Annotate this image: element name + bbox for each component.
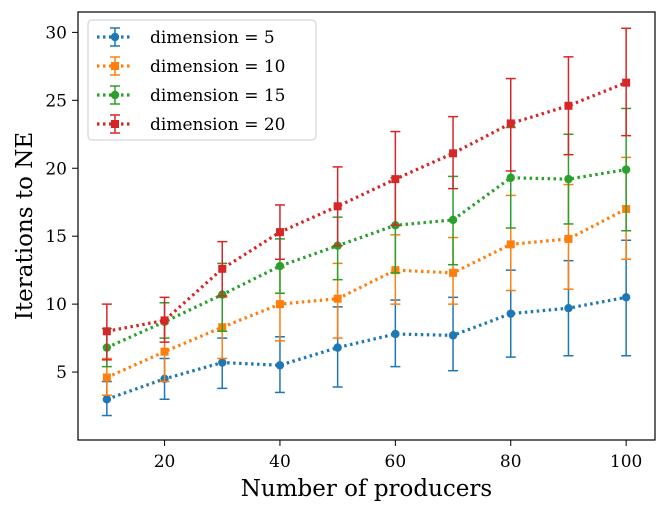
y-axis-label: Iterations to NE (12, 132, 38, 320)
data-point (160, 347, 169, 356)
data-point (102, 373, 111, 382)
data-point (218, 358, 227, 367)
data-point (275, 261, 285, 271)
data-point (449, 268, 458, 277)
series-4 (101, 27, 632, 361)
data-point (275, 300, 284, 309)
x-tick-label: 40 (269, 452, 291, 472)
data-point (506, 173, 515, 182)
legend-item-1: dimension = 5 (97, 27, 275, 48)
plot-area (101, 27, 632, 417)
legend-item-4: dimension = 20 (97, 114, 285, 135)
x-tick-label: 100 (610, 452, 642, 472)
legend-box (87, 19, 317, 141)
legend-marker (110, 32, 120, 42)
data-point (102, 327, 111, 336)
legend-label: dimension = 5 (150, 28, 275, 48)
legend-item-3: dimension = 15 (97, 85, 285, 106)
data-point (102, 395, 112, 404)
data-point (333, 343, 342, 352)
data-point (622, 78, 631, 87)
data-point (564, 174, 573, 184)
data-point (333, 294, 342, 303)
series-line (106, 207, 627, 379)
x-tick-label: 80 (500, 452, 522, 472)
data-point (506, 119, 515, 128)
legend: dimension = 5 dimension = 10 dimension = 1… (87, 19, 317, 141)
data-point (391, 329, 400, 339)
x-tick-label: 20 (154, 452, 176, 472)
plot-frame (77, 11, 656, 441)
data-point (275, 228, 284, 237)
x-tick-label: 60 (385, 452, 407, 472)
y-tick-label: 25 (45, 91, 67, 111)
series-line (106, 81, 627, 333)
y-tick-label: 20 (45, 159, 67, 179)
data-point (564, 304, 573, 313)
data-point (621, 293, 631, 302)
data-point (564, 234, 573, 243)
data-point (449, 149, 458, 158)
legend-label: dimension = 10 (150, 57, 285, 77)
data-point (218, 264, 227, 273)
legend-marker (111, 62, 119, 70)
data-point (506, 240, 515, 249)
x-axis-label: Number of producers (241, 476, 492, 502)
y-tick-label: 5 (56, 363, 67, 383)
data-point (391, 175, 400, 184)
legend-label: dimension = 15 (150, 86, 285, 106)
y-tick-label: 30 (45, 23, 67, 43)
data-point (333, 202, 342, 211)
data-point (506, 309, 515, 318)
y-tick-label: 15 (45, 227, 67, 247)
data-point (448, 215, 458, 225)
legend-label: dimension = 20 (150, 115, 285, 135)
series-line (106, 295, 627, 401)
legend-marker (110, 90, 120, 100)
data-point (564, 101, 573, 110)
data-point (621, 165, 631, 174)
y-tick-label: 10 (45, 295, 67, 315)
legend-item-2: dimension = 10 (97, 56, 285, 77)
series-line (106, 168, 627, 350)
data-point (448, 331, 458, 340)
axes: 20 40 60 80 100 5 10 15 20 25 30 (45, 23, 642, 472)
data-point (160, 316, 169, 325)
series-1 (101, 239, 632, 417)
legend-marker (111, 120, 119, 128)
data-point (275, 361, 285, 370)
